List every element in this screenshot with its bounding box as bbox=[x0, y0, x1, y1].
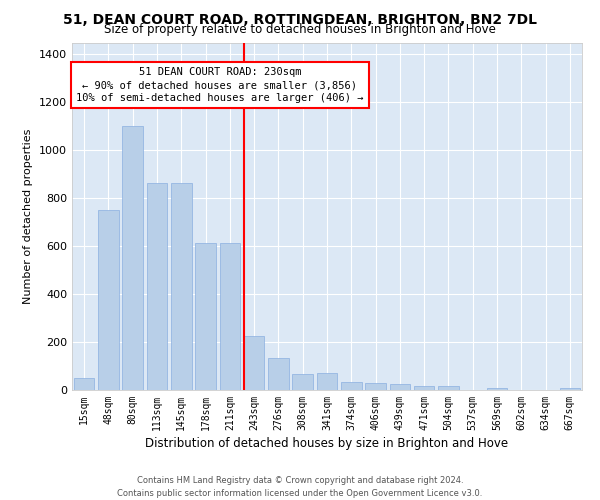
Bar bbox=[122, 126, 143, 390]
Bar bbox=[317, 373, 337, 390]
Bar bbox=[195, 242, 216, 390]
Bar bbox=[341, 382, 362, 390]
Text: 51, DEAN COURT ROAD, ROTTINGDEAN, BRIGHTON, BN2 7DL: 51, DEAN COURT ROAD, ROTTINGDEAN, BRIGHT… bbox=[63, 12, 537, 26]
Text: Contains HM Land Registry data © Crown copyright and database right 2024.
Contai: Contains HM Land Registry data © Crown c… bbox=[118, 476, 482, 498]
Bar bbox=[487, 388, 508, 390]
Bar bbox=[414, 386, 434, 390]
Y-axis label: Number of detached properties: Number of detached properties bbox=[23, 128, 34, 304]
X-axis label: Distribution of detached houses by size in Brighton and Hove: Distribution of detached houses by size … bbox=[145, 437, 509, 450]
Bar bbox=[438, 386, 459, 390]
Bar bbox=[389, 384, 410, 390]
Text: 51 DEAN COURT ROAD: 230sqm
← 90% of detached houses are smaller (3,856)
10% of s: 51 DEAN COURT ROAD: 230sqm ← 90% of deta… bbox=[76, 67, 364, 103]
Bar bbox=[268, 358, 289, 390]
Text: Size of property relative to detached houses in Brighton and Hove: Size of property relative to detached ho… bbox=[104, 22, 496, 36]
Bar bbox=[146, 182, 167, 390]
Bar bbox=[171, 182, 191, 390]
Bar bbox=[244, 336, 265, 390]
Bar bbox=[560, 388, 580, 390]
Bar bbox=[365, 383, 386, 390]
Bar bbox=[98, 210, 119, 390]
Bar bbox=[74, 378, 94, 390]
Bar bbox=[220, 242, 240, 390]
Bar bbox=[292, 374, 313, 390]
